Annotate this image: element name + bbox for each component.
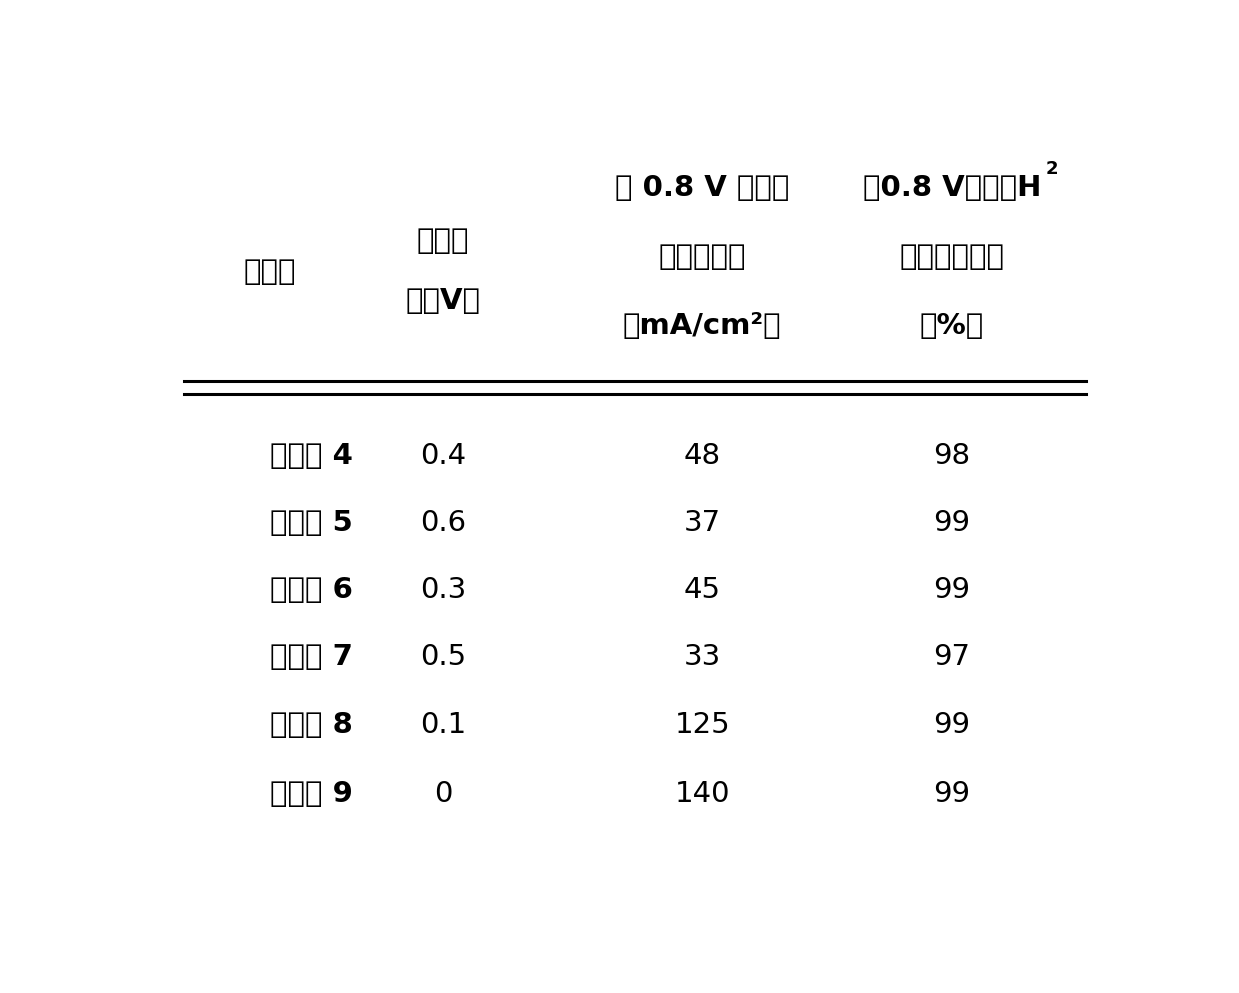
Text: 实施例 8: 实施例 8 bbox=[270, 711, 353, 739]
Text: （mA/cm²）: （mA/cm²） bbox=[623, 312, 782, 340]
Text: 实施例 7: 实施例 7 bbox=[270, 643, 353, 671]
Text: 125: 125 bbox=[674, 711, 730, 739]
Text: 实施例 5: 实施例 5 bbox=[270, 508, 353, 537]
Text: 45: 45 bbox=[684, 576, 721, 604]
Text: （%）: （%） bbox=[919, 312, 984, 340]
Text: 0.4: 0.4 bbox=[420, 442, 466, 470]
Text: 0.6: 0.6 bbox=[420, 508, 466, 537]
Text: 99: 99 bbox=[933, 508, 970, 537]
Text: 位（V）: 位（V） bbox=[405, 287, 481, 315]
Text: 实施例 6: 实施例 6 bbox=[270, 576, 353, 604]
Text: 在 0.8 V 电压下: 在 0.8 V 电压下 bbox=[615, 174, 789, 202]
Text: 99: 99 bbox=[933, 780, 970, 807]
Text: 起始电: 起始电 bbox=[416, 227, 470, 255]
Text: 实施例: 实施例 bbox=[244, 258, 296, 286]
Text: 0: 0 bbox=[434, 780, 452, 807]
Text: 48: 48 bbox=[684, 442, 721, 470]
Text: 0.3: 0.3 bbox=[420, 576, 466, 604]
Text: 140: 140 bbox=[674, 780, 730, 807]
Text: 实施例 9: 实施例 9 bbox=[270, 780, 353, 807]
Text: 的电流密度: 的电流密度 bbox=[658, 243, 746, 271]
Text: 99: 99 bbox=[933, 711, 970, 739]
Text: 98: 98 bbox=[933, 442, 970, 470]
Text: 97: 97 bbox=[933, 643, 970, 671]
Text: 0.1: 0.1 bbox=[420, 711, 466, 739]
Text: 37: 37 bbox=[684, 508, 721, 537]
Text: 99: 99 bbox=[933, 576, 970, 604]
Text: 实施例 4: 实施例 4 bbox=[270, 442, 353, 470]
Text: 0.5: 0.5 bbox=[420, 643, 466, 671]
Text: 2: 2 bbox=[1046, 160, 1058, 178]
Text: 33: 33 bbox=[684, 643, 721, 671]
Text: 的法拉第效率: 的法拉第效率 bbox=[900, 243, 1005, 271]
Text: 在0.8 V电压下H: 在0.8 V电压下H bbox=[862, 174, 1041, 202]
